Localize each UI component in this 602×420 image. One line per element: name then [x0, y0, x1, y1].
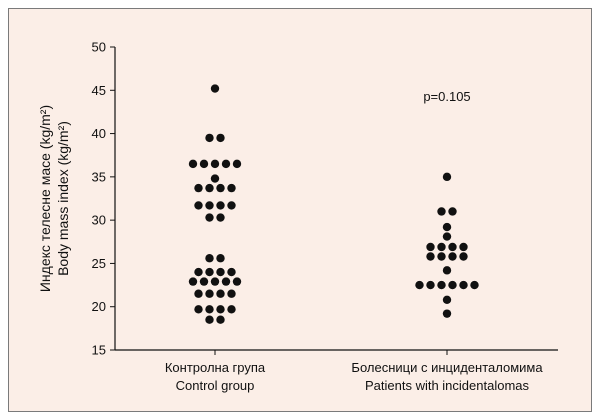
data-point: [459, 242, 468, 252]
data-point: [210, 174, 220, 183]
data-point: [227, 289, 236, 298]
category-label: Болесници с инциденталомима: [351, 360, 543, 375]
category-label: Patients with incidentalomas: [365, 378, 530, 393]
y-axis-label: Body mass index (kg/m²): [55, 121, 71, 276]
data-point: [442, 222, 452, 232]
data-point: [437, 252, 446, 261]
data-point: [426, 252, 435, 261]
data-point: [210, 277, 220, 286]
axes: [110, 46, 558, 355]
data-point: [442, 309, 452, 318]
data-point: [227, 183, 236, 193]
data-point: [205, 133, 214, 143]
data-point: [442, 232, 452, 241]
data-point: [227, 267, 236, 277]
data-point: [442, 266, 452, 275]
y-tick-label: 15: [92, 343, 106, 358]
data-points: [188, 84, 479, 324]
data-point: [205, 213, 214, 222]
data-point: [205, 254, 214, 263]
data-point: [426, 280, 435, 290]
data-point: [194, 267, 203, 277]
data-point: [221, 159, 231, 169]
data-point: [188, 277, 198, 286]
data-point: [216, 267, 225, 277]
data-point: [199, 159, 209, 169]
y-tick-label: 45: [92, 83, 106, 98]
data-point: [415, 280, 424, 290]
data-point: [227, 305, 236, 314]
data-point: [194, 201, 203, 210]
data-point: [448, 252, 457, 261]
data-point: [216, 183, 225, 193]
data-point: [442, 172, 452, 182]
data-point: [205, 201, 214, 210]
data-point: [210, 159, 220, 169]
y-tick-label: 40: [92, 126, 106, 141]
y-tick-label: 20: [92, 299, 106, 314]
data-point: [216, 315, 225, 324]
data-point: [448, 207, 457, 216]
y-axis-label: Индекс телесне масе (kg/m²): [37, 105, 53, 292]
data-point: [216, 254, 225, 263]
chart-labels: 15 20 25 30 35 40 45 50 Контролна група Control g…: [37, 40, 543, 394]
data-point: [448, 242, 457, 252]
chart-frame: [8, 8, 592, 412]
data-point: [459, 280, 468, 290]
category-label: Control group: [176, 378, 255, 393]
data-point: [216, 133, 225, 143]
y-tick-label: 35: [92, 169, 106, 184]
data-point: [232, 277, 242, 286]
data-point: [194, 183, 203, 193]
data-point: [221, 277, 231, 286]
y-tick-label: 25: [92, 256, 106, 271]
data-point: [437, 280, 446, 290]
data-point: [199, 277, 209, 286]
data-point: [216, 289, 225, 298]
data-point: [216, 213, 225, 222]
data-point: [205, 267, 214, 277]
data-point: [205, 305, 214, 314]
data-point: [210, 84, 220, 93]
data-point: [442, 295, 452, 304]
data-point: [205, 315, 214, 324]
data-point: [205, 289, 214, 298]
data-point: [227, 201, 236, 210]
data-point: [188, 159, 198, 169]
y-tick-label: 50: [92, 40, 106, 55]
data-point: [194, 305, 203, 314]
data-point: [216, 305, 225, 314]
data-point: [459, 252, 468, 261]
data-point: [205, 183, 214, 193]
data-point: [437, 242, 446, 252]
data-point: [194, 289, 203, 298]
data-point: [470, 280, 479, 290]
data-point: [437, 207, 446, 216]
p-value-annotation: p=0.105: [423, 89, 470, 104]
data-point: [232, 159, 242, 169]
category-label: Контролна група: [165, 360, 266, 375]
data-point: [448, 280, 457, 290]
data-point: [426, 242, 435, 252]
y-tick-label: 30: [92, 213, 106, 228]
data-point: [216, 201, 225, 210]
